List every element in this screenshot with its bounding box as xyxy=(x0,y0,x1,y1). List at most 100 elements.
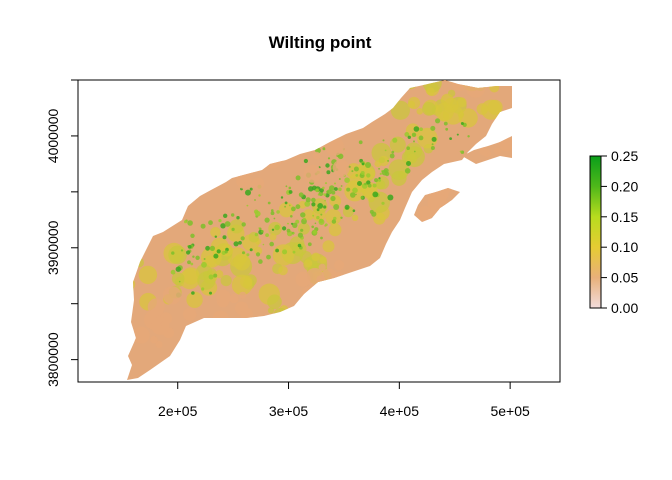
raster-speckle xyxy=(284,205,286,208)
raster-speckle xyxy=(312,229,318,235)
raster-speckle xyxy=(337,153,344,160)
raster-speckle xyxy=(271,228,275,231)
y-tick-label: 3800000 xyxy=(45,332,61,387)
raster-speckle xyxy=(391,150,395,154)
raster-patch xyxy=(389,136,406,153)
raster-speckle xyxy=(209,245,215,251)
raster-speckle xyxy=(318,219,325,225)
raster-speckle xyxy=(274,224,280,231)
raster-speckle xyxy=(430,125,436,131)
raster-patch xyxy=(186,291,203,308)
raster-speckle xyxy=(170,269,176,275)
raster-patch xyxy=(375,179,386,190)
raster-speckle xyxy=(346,187,351,192)
raster-speckle xyxy=(324,223,328,227)
raster-speckle xyxy=(298,192,304,198)
raster-speckle xyxy=(413,140,415,143)
raster-speckle xyxy=(316,208,320,212)
raster-patch xyxy=(304,259,313,268)
raster-patch xyxy=(332,159,350,177)
raster-speckle xyxy=(389,153,395,159)
legend-tick-label: 0.15 xyxy=(611,209,638,225)
raster-speckle xyxy=(371,211,377,217)
raster-speckle xyxy=(224,250,228,254)
raster-patch xyxy=(249,316,263,330)
raster-speckle xyxy=(322,186,325,190)
raster-patch xyxy=(134,257,144,268)
raster-speckle xyxy=(419,127,423,131)
raster-speckle xyxy=(449,137,452,141)
raster-speckle xyxy=(325,163,330,168)
raster-speckle xyxy=(297,232,303,238)
raster-speckle xyxy=(290,215,293,218)
raster-speckle xyxy=(190,262,194,266)
y-tick-label: 3900000 xyxy=(45,220,61,275)
raster-speckle xyxy=(220,223,226,229)
raster-patch xyxy=(132,326,150,344)
raster-patch xyxy=(328,223,342,237)
raster-speckle xyxy=(378,177,381,180)
raster-speckle xyxy=(201,287,205,291)
raster-speckle xyxy=(246,204,249,207)
raster-speckle xyxy=(378,178,381,182)
raster-speckle xyxy=(224,221,231,227)
legend-ticks: 0.00 0.05 0.10 0.15 0.20 0.25 xyxy=(601,148,638,316)
raster-speckle xyxy=(329,185,335,191)
raster-speckle xyxy=(242,251,245,255)
legend-tick-label: 0.00 xyxy=(611,300,638,316)
y-tick-label: 4000000 xyxy=(45,108,61,163)
raster-speckle xyxy=(264,217,270,223)
raster-speckle xyxy=(311,225,315,229)
raster-patch xyxy=(303,164,322,183)
raster-patch xyxy=(422,102,436,116)
raster-speckle xyxy=(352,209,356,212)
raster-patch xyxy=(465,80,486,98)
raster-patch xyxy=(264,146,285,166)
raster-patch xyxy=(378,157,386,164)
raster-patch xyxy=(435,102,454,121)
raster-patch xyxy=(438,190,449,200)
x-axis: 2e+05 3e+05 4e+05 5e+05 xyxy=(158,381,530,419)
raster-speckle xyxy=(271,209,274,212)
raster-speckle xyxy=(208,274,214,280)
raster-patch xyxy=(138,265,158,285)
raster-speckle xyxy=(467,135,470,138)
raster-speckle xyxy=(327,157,331,160)
raster-speckle xyxy=(443,121,448,126)
raster-speckle xyxy=(330,195,336,202)
raster-speckle xyxy=(358,140,363,145)
raster-patch xyxy=(267,307,275,314)
raster-layer xyxy=(127,80,512,380)
raster-patch xyxy=(155,340,163,349)
raster-speckle xyxy=(326,190,329,194)
raster-speckle xyxy=(286,228,291,233)
raster-speckle xyxy=(311,197,316,203)
raster-speckle xyxy=(300,212,306,218)
raster-speckle xyxy=(338,187,342,192)
raster-speckle xyxy=(331,190,336,195)
raster-speckle xyxy=(258,259,263,264)
color-legend: 0.00 0.05 0.10 0.15 0.20 0.25 xyxy=(589,148,638,316)
chart-title: Wilting point xyxy=(269,33,372,52)
raster-patch xyxy=(150,336,158,344)
raster-speckle xyxy=(365,162,371,168)
raster-speckle xyxy=(312,214,315,217)
raster-speckle xyxy=(295,175,301,181)
raster-speckle xyxy=(282,249,288,255)
raster-speckle xyxy=(323,193,327,197)
raster-patch xyxy=(456,97,467,108)
raster-speckle xyxy=(187,245,192,249)
raster-patch xyxy=(215,270,224,279)
raster-speckle xyxy=(231,213,235,217)
legend-tick-label: 0.05 xyxy=(611,270,638,286)
raster-speckle xyxy=(315,188,319,193)
raster-speckle xyxy=(303,158,308,164)
raster-speckle xyxy=(236,216,240,220)
raster-speckle xyxy=(200,223,206,229)
raster-speckle xyxy=(374,178,379,183)
raster-speckle xyxy=(431,143,434,146)
raster-speckle xyxy=(213,253,219,259)
raster-speckle xyxy=(372,183,377,188)
raster-speckle xyxy=(316,215,320,220)
